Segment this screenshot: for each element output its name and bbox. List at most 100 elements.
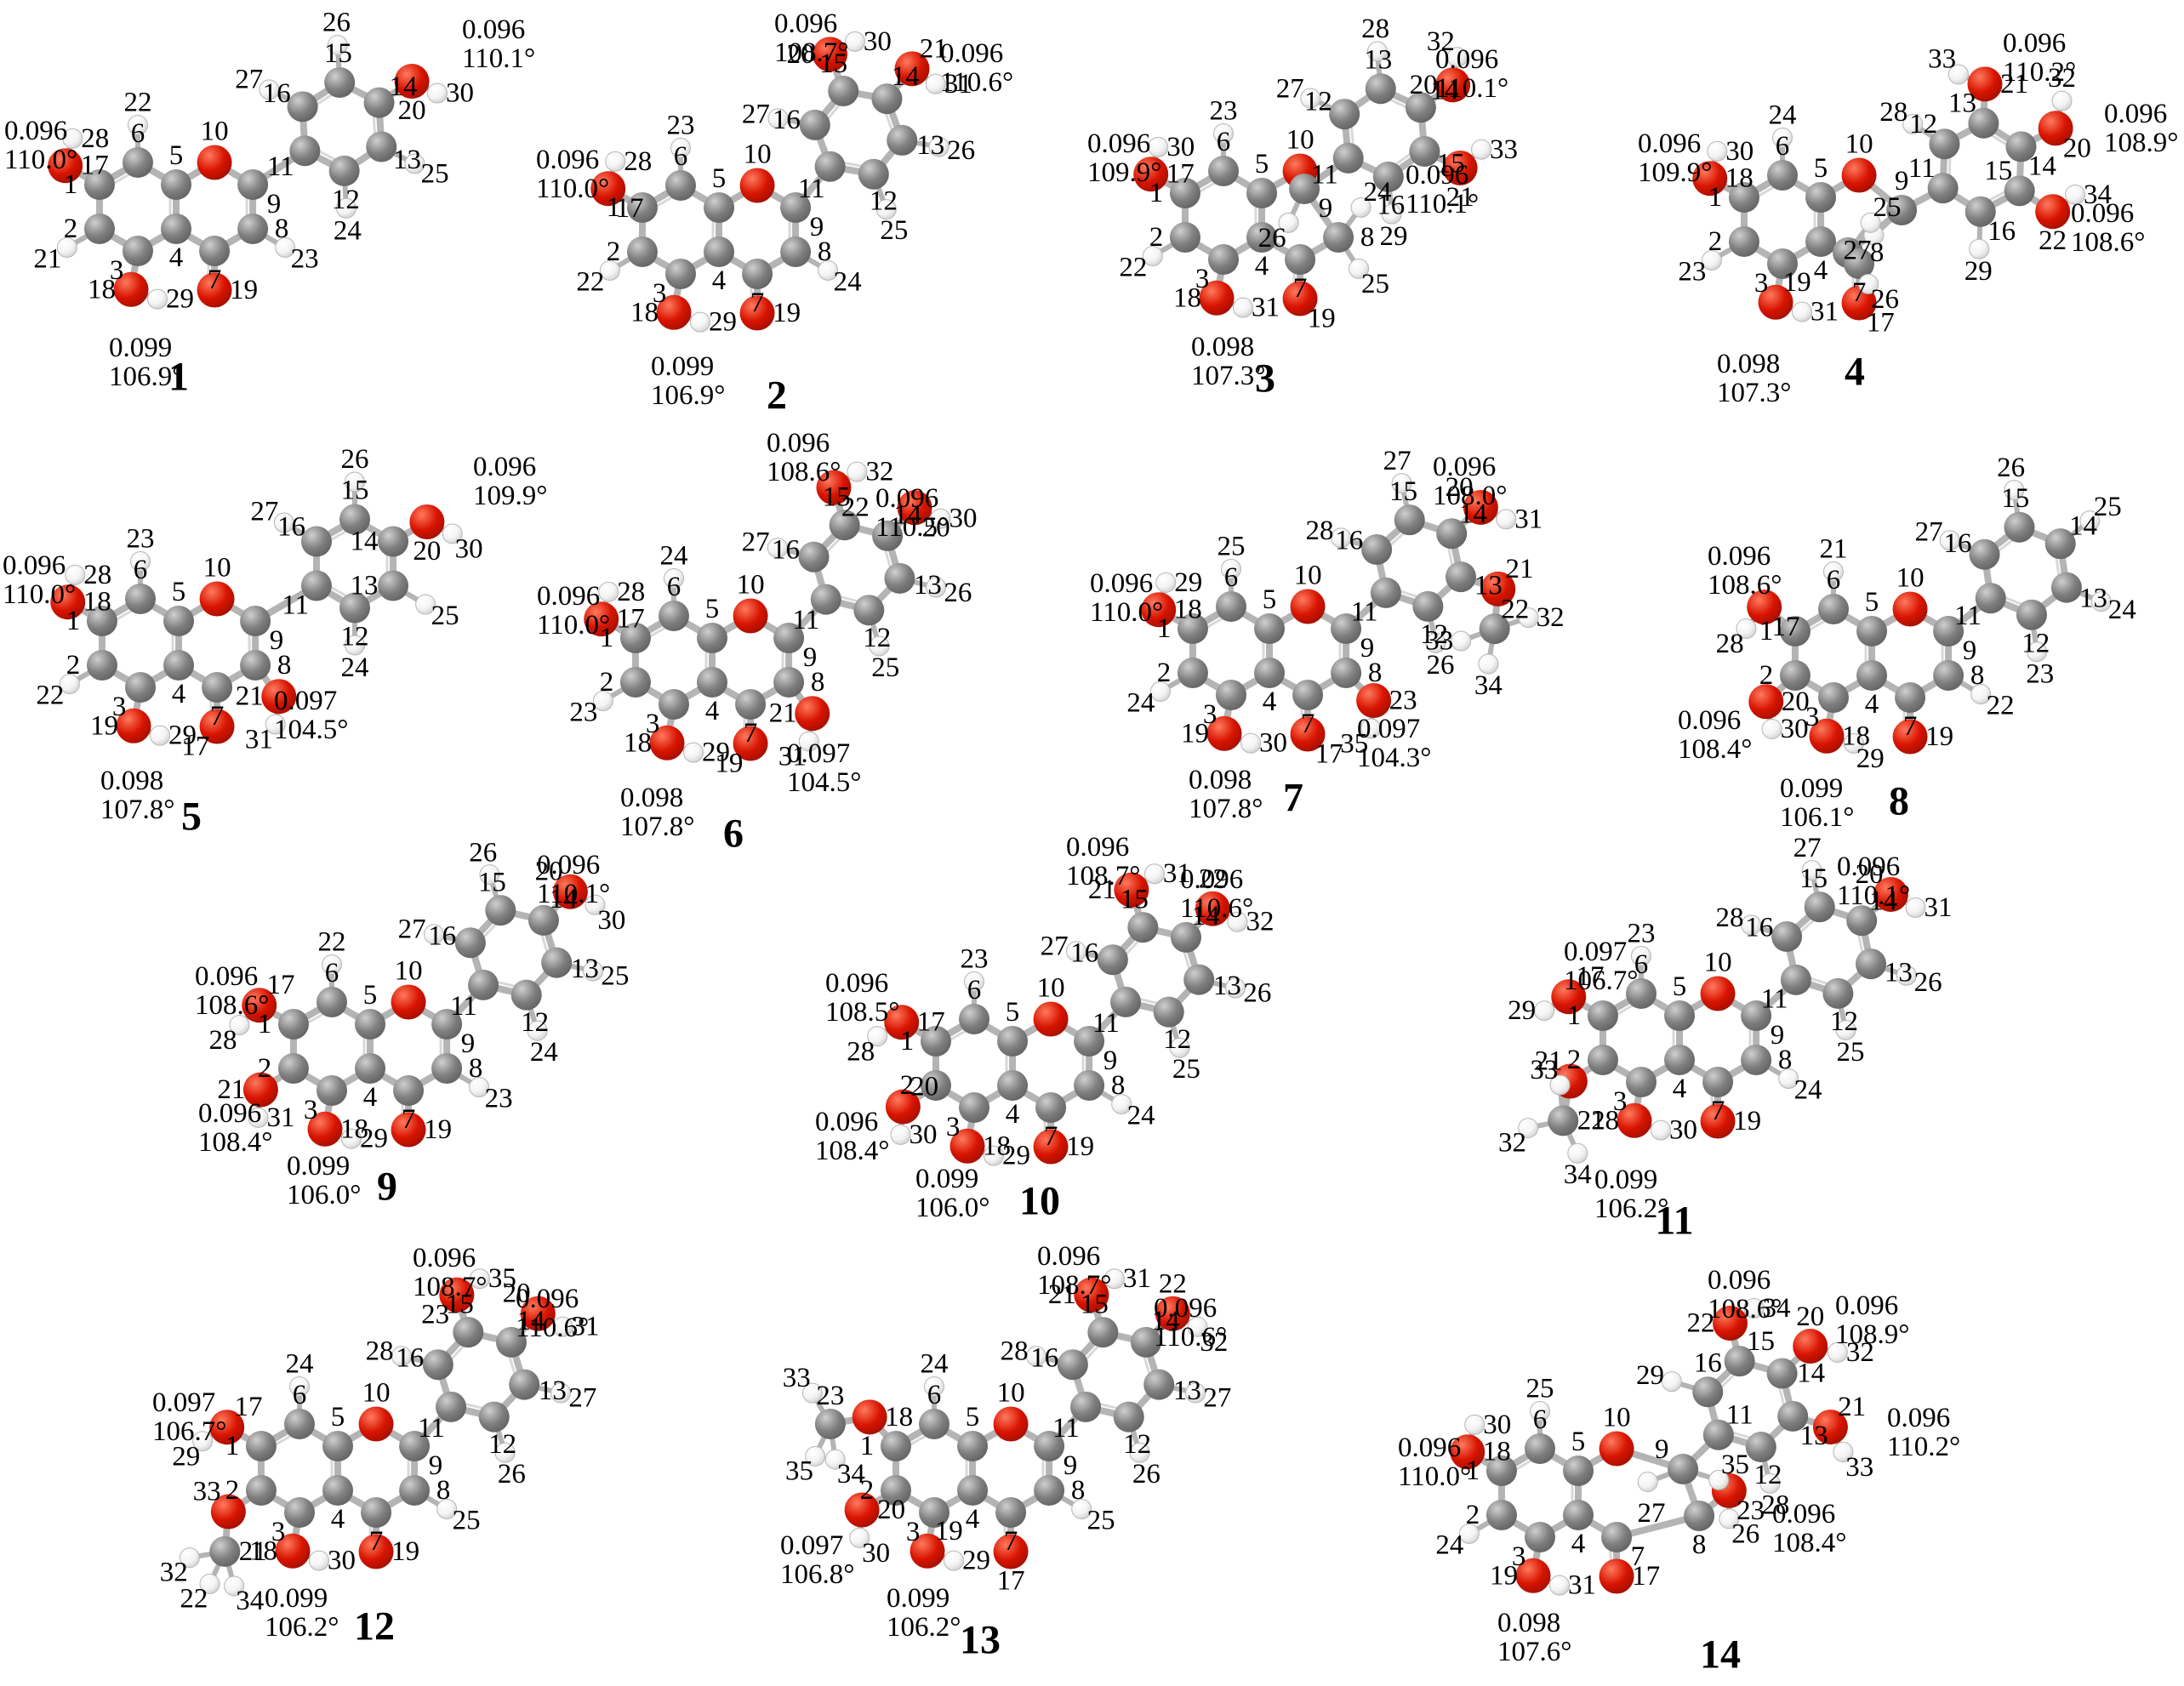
atom-O	[2038, 111, 2073, 146]
atom-number-label: 4	[172, 679, 186, 709]
atom-number-label: 28	[1306, 515, 1334, 546]
atom-number-label: 23	[569, 697, 597, 727]
atom-H	[867, 1026, 888, 1047]
atom-number-label: 13	[1213, 971, 1241, 1001]
atom-number-label: 29	[709, 307, 737, 338]
atom-number-label: 21	[217, 1074, 245, 1105]
atom-C	[454, 927, 486, 959]
bond-annotation-line: 0.096	[1154, 1293, 1217, 1324]
atom-number-label: 17	[1315, 739, 1343, 770]
atom-C	[1777, 1400, 1809, 1432]
atom-C	[1170, 921, 1201, 953]
atom-number-label: 19	[230, 275, 258, 305]
atoms	[1450, 1298, 1854, 1596]
atom-C	[1805, 182, 1837, 213]
molecule-number: 1	[168, 355, 189, 400]
atom-number-label: 7	[750, 288, 765, 318]
atom-number-label: 6	[134, 555, 148, 585]
atom-C	[853, 595, 885, 626]
atom-C	[880, 1431, 911, 1461]
molecule-12: 123 456 1098711121314151619242526272817293…	[152, 1243, 600, 1649]
bond-annotation-line: 109.9°	[1638, 157, 1712, 188]
atom-H	[1651, 1119, 1672, 1141]
atom-H	[1902, 113, 1924, 134]
labels: 123 456 1098711121314151617242526272818233…	[780, 1241, 1231, 1663]
bond-annotation-line: 107.8°	[620, 812, 694, 842]
atom-number-label: 20	[398, 95, 426, 126]
atom-number-label: 8	[275, 214, 289, 244]
atom-number-label: 13	[1173, 1376, 1201, 1406]
atom-number-label: 13	[393, 145, 421, 175]
atom-number-label: 33	[193, 1477, 221, 1507]
atom-C	[626, 192, 658, 223]
atom-number-label: 2	[1708, 226, 1723, 257]
atom-C	[2016, 599, 2047, 630]
atom-C	[957, 1431, 989, 1461]
bond-annotation-line: 110.1°	[537, 879, 610, 909]
atom-number-label: 4	[1255, 251, 1269, 282]
atom-C	[163, 650, 195, 681]
atom-number-label: 35	[785, 1455, 813, 1486]
atom-number-label: 27	[250, 496, 278, 527]
atom-H	[824, 1449, 846, 1470]
bond-annotation-line: 0.096	[3, 550, 66, 581]
atom-H	[1233, 297, 1254, 318]
atom-number-label: 17	[81, 151, 109, 181]
atom-H	[798, 731, 819, 752]
atom-C	[436, 1391, 467, 1422]
atom-number-label: 9	[1655, 1434, 1669, 1465]
atom-number-label: 11	[1761, 984, 1788, 1015]
atom-number-label: 9	[1360, 633, 1375, 664]
atom-number-label: 15	[1984, 156, 2012, 186]
atom-C	[495, 1326, 527, 1358]
atoms	[584, 461, 951, 763]
atom-number-label: 9	[267, 189, 282, 219]
atom-number-label: 6	[927, 1380, 942, 1410]
atom-C	[887, 124, 918, 156]
atom-H	[552, 1316, 573, 1337]
atom-number-label: 8	[1970, 660, 1985, 691]
atom-number-label: 14	[1152, 1306, 1180, 1336]
atom-number-label: 14	[550, 884, 578, 914]
atom-number-label: 29	[1636, 1360, 1664, 1391]
atom-number-label: 7	[1631, 1541, 1645, 1572]
atom-C	[83, 214, 115, 244]
atom-H	[150, 725, 171, 746]
atom-number-label: 20	[413, 536, 441, 567]
atom-O	[199, 581, 235, 617]
atom-C	[995, 1497, 1027, 1528]
atom-number-label: 10	[362, 1378, 391, 1409]
atom-number-label: 29	[168, 721, 197, 751]
atom-number-label: 13	[1948, 88, 1976, 119]
atom-C	[1766, 1358, 1798, 1389]
atom-number-label: 30	[328, 1546, 356, 1576]
atom-number-label: 27	[235, 64, 263, 94]
atom-H	[1331, 527, 1352, 549]
atom-number-label: 17	[234, 1392, 262, 1422]
atom-H	[1300, 88, 1321, 109]
atom-number-label: 21	[1535, 1046, 1563, 1077]
atom-number-label: 16	[1070, 938, 1098, 969]
atom-H	[1143, 863, 1165, 885]
atom-number-label: 27	[1915, 516, 1943, 547]
atom-number-label: 10	[744, 140, 772, 170]
atom-number-label: 8	[1360, 222, 1375, 253]
atom-C	[1964, 196, 1996, 227]
bond-annotation-line: 110.0°	[536, 174, 609, 204]
atom-C	[1895, 682, 1926, 713]
atom-number-label: 15	[324, 38, 352, 69]
atom-H	[925, 73, 946, 94]
atom-C	[1143, 1369, 1175, 1400]
atom-number-label: 26	[1427, 650, 1455, 681]
atom-number-label: 18	[1725, 163, 1753, 194]
atom-C	[1216, 591, 1246, 622]
atom-C	[665, 170, 696, 201]
atom-number-label: 26	[498, 1459, 526, 1489]
